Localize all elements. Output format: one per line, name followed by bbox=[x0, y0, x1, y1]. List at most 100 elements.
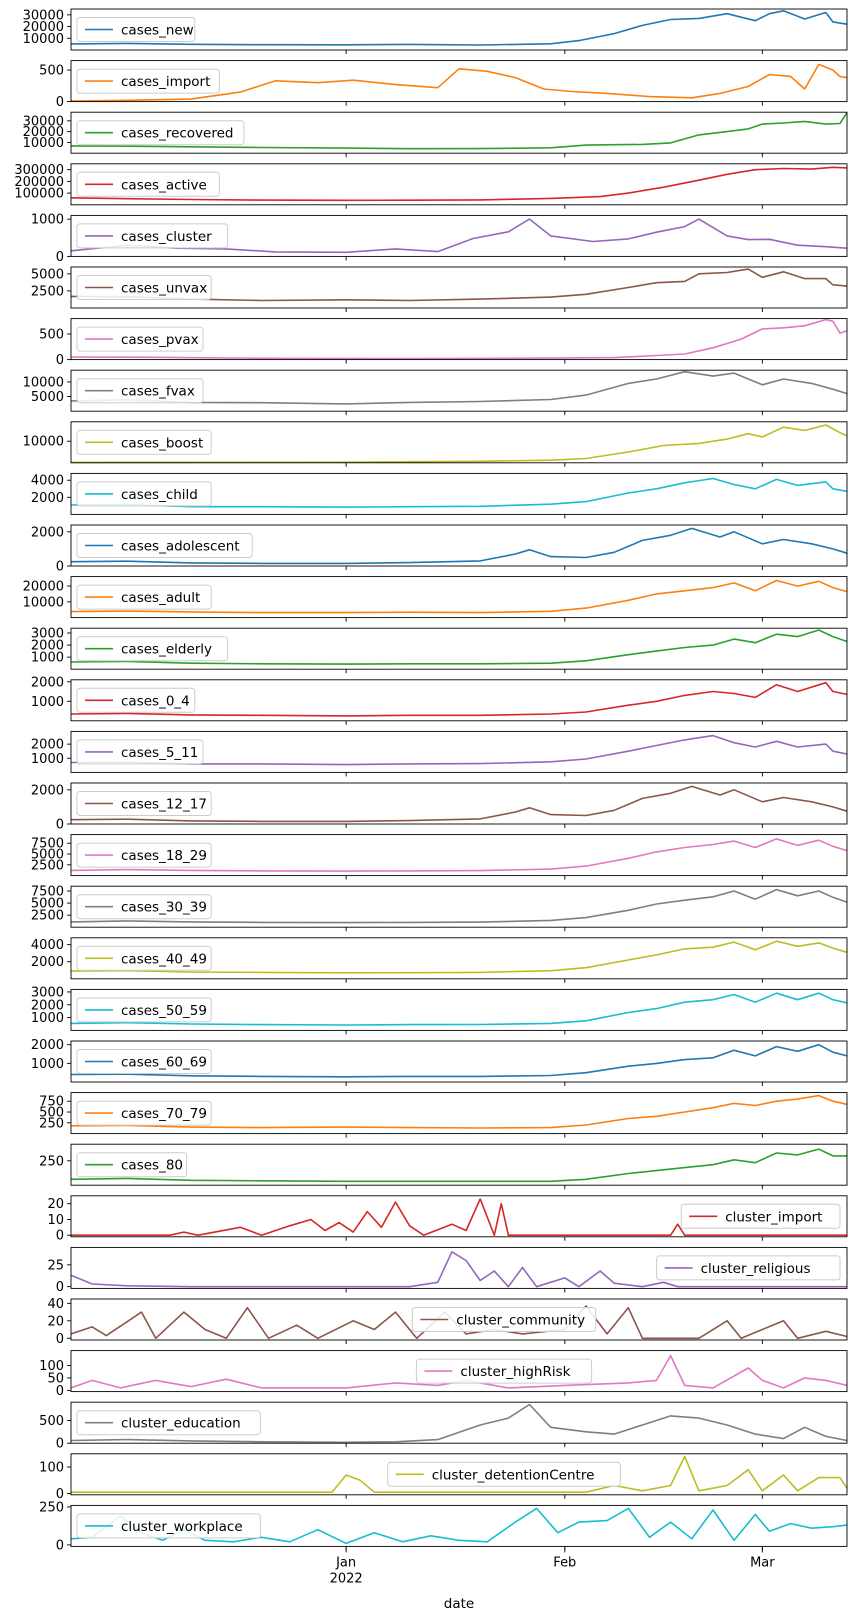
y-tick-label-cases_18_29: 5000 bbox=[31, 848, 64, 863]
series-line-cases_30_39 bbox=[70, 888, 848, 924]
series-line-cases_12_17 bbox=[70, 785, 848, 823]
legend-label-cases_new: cases_new bbox=[121, 23, 194, 39]
y-tick-label-cases_new: 30000 bbox=[23, 8, 64, 23]
series-line-cases_adolescent bbox=[70, 527, 848, 565]
legend-label-cluster_workplace: cluster_workplace bbox=[121, 1519, 243, 1535]
legend-box-cluster_religious bbox=[656, 1255, 841, 1281]
panel-frame-cases_new bbox=[70, 8, 848, 51]
legend-label-cases_70_79: cases_70_79 bbox=[121, 1106, 207, 1122]
series-line-cases_cluster bbox=[70, 218, 848, 254]
legend-box-cases_child bbox=[76, 481, 212, 507]
legend-box-cases_new bbox=[76, 17, 196, 42]
panel-frame-cases_50_59 bbox=[70, 988, 848, 1031]
y-tick-label-cases_import: 0 bbox=[56, 95, 64, 110]
panel-frame-cases_recovered bbox=[70, 111, 848, 154]
series-line-cluster_detentionCentre bbox=[71, 1455, 848, 1493]
panel-frame-cases_80 bbox=[70, 1143, 848, 1186]
series-line-cases_active bbox=[70, 166, 848, 202]
legend-box-cases_boost bbox=[76, 429, 212, 455]
y-tick-label-cases_new: 10000 bbox=[23, 32, 64, 47]
y-tick-label-cases_unvax: 5000 bbox=[31, 267, 64, 282]
series-line-cases_unvax bbox=[70, 268, 848, 302]
y-tick-label-cases_child: 4000 bbox=[31, 474, 64, 489]
panel-frame-cases_18_29 bbox=[70, 834, 848, 877]
legend-label-cluster_detentionCentre: cluster_detentionCentre bbox=[432, 1467, 595, 1483]
y-tick-label-cases_adult: 10000 bbox=[23, 595, 64, 610]
y-tick-label-cluster_import: 0 bbox=[56, 1229, 64, 1244]
y-tick-label-cluster_education: 500 bbox=[39, 1414, 64, 1429]
series-line-cases_fvax bbox=[70, 370, 848, 405]
legend-box-cases_60_69 bbox=[76, 1049, 212, 1074]
x-tick-sublabel: 2022 bbox=[330, 1571, 363, 1586]
y-tick-label-cases_new: 20000 bbox=[23, 20, 64, 35]
panel-frame-cluster_religious bbox=[70, 1246, 848, 1289]
panel-frame-cases_5_11 bbox=[70, 730, 848, 773]
series-line-cases_pvax bbox=[70, 318, 848, 360]
legend-box-cluster_workplace bbox=[76, 1513, 261, 1539]
x-tick-label: Jan bbox=[335, 1555, 356, 1570]
legend-box-cluster_import bbox=[680, 1203, 841, 1229]
y-tick-label-cluster_community: 0 bbox=[56, 1332, 64, 1347]
panel-frame-cases_40_49 bbox=[70, 937, 848, 980]
y-tick-label-cases_pvax: 500 bbox=[39, 327, 64, 342]
panel-frame-cases_unvax bbox=[70, 266, 848, 309]
y-tick-label-cases_elderly: 3000 bbox=[31, 627, 64, 642]
legend-label-cluster_highRisk: cluster_highRisk bbox=[460, 1364, 570, 1380]
y-tick-label-cluster_import: 20 bbox=[47, 1197, 64, 1212]
series-line-cases_adult bbox=[70, 579, 848, 614]
y-tick-label-cases_recovered: 30000 bbox=[23, 114, 64, 129]
legend-box-cases_recovered bbox=[76, 120, 245, 146]
y-tick-label-cases_30_39: 5000 bbox=[31, 897, 64, 912]
y-tick-label-cases_0_4: 1000 bbox=[31, 695, 64, 710]
panel-frame-cases_cluster bbox=[70, 214, 848, 257]
x-axis-label: date bbox=[444, 1596, 474, 1612]
panel-frame-cases_30_39 bbox=[70, 885, 848, 928]
panel-frame-cases_active bbox=[70, 163, 848, 206]
series-line-cases_70_79 bbox=[70, 1094, 848, 1129]
legend-box-cluster_detentionCentre bbox=[387, 1461, 621, 1487]
y-tick-label-cases_elderly: 2000 bbox=[31, 639, 64, 654]
y-tick-label-cases_fvax: 10000 bbox=[23, 375, 64, 390]
panel-frame-cases_adult bbox=[70, 576, 848, 619]
y-tick-label-cases_boost: 10000 bbox=[23, 435, 64, 450]
legend-label-cases_80: cases_80 bbox=[121, 1158, 183, 1174]
legend-box-cases_40_49 bbox=[76, 945, 212, 971]
y-tick-label-cases_40_49: 2000 bbox=[31, 955, 64, 970]
legend-label-cluster_education: cluster_education bbox=[121, 1416, 241, 1432]
panel-frame-cases_pvax bbox=[70, 318, 848, 361]
y-tick-label-cases_active: 200000 bbox=[14, 175, 64, 190]
y-tick-label-cases_5_11: 1000 bbox=[31, 752, 64, 767]
panel-frame-cases_0_4 bbox=[70, 679, 848, 722]
series-line-cases_80 bbox=[70, 1148, 847, 1183]
legend-box-cases_0_4 bbox=[76, 687, 196, 713]
legend-label-cases_18_29: cases_18_29 bbox=[121, 848, 207, 864]
panel-frame-cluster_workplace bbox=[70, 1504, 848, 1547]
legend-label-cases_40_49: cases_40_49 bbox=[121, 951, 207, 967]
legend-box-cases_cluster bbox=[76, 223, 229, 249]
y-tick-label-cases_child: 2000 bbox=[31, 491, 64, 506]
y-tick-label-cases_recovered: 10000 bbox=[23, 136, 64, 151]
legend-box-cluster_education bbox=[76, 1410, 261, 1436]
panel-frame-cases_child bbox=[70, 472, 848, 515]
legend-label-cases_adult: cases_adult bbox=[121, 590, 200, 606]
legend-box-cases_adolescent bbox=[76, 533, 253, 558]
y-tick-label-cluster_workplace: 250 bbox=[39, 1500, 64, 1515]
y-tick-label-cases_70_79: 500 bbox=[39, 1106, 64, 1121]
legend-label-cases_elderly: cases_elderly bbox=[121, 642, 212, 658]
series-line-cases_40_49 bbox=[70, 940, 848, 974]
series-line-cases_recovered bbox=[70, 112, 848, 150]
y-tick-label-cluster_detentionCentre: 100 bbox=[39, 1461, 64, 1476]
legend-box-cases_50_59 bbox=[76, 997, 212, 1023]
y-tick-label-cluster_community: 40 bbox=[47, 1297, 64, 1312]
y-tick-label-cases_12_17: 2000 bbox=[31, 783, 64, 798]
y-tick-label-cases_50_59: 2000 bbox=[31, 998, 64, 1013]
y-tick-label-cluster_highRisk: 0 bbox=[56, 1384, 64, 1399]
series-line-cases_60_69 bbox=[70, 1043, 848, 1078]
y-tick-label-cluster_workplace: 0 bbox=[56, 1538, 64, 1553]
y-tick-label-cases_cluster: 0 bbox=[56, 250, 64, 265]
panel-frame-cases_import bbox=[70, 60, 848, 103]
legend-label-cases_unvax: cases_unvax bbox=[121, 281, 207, 297]
panel-frame-cluster_community bbox=[70, 1298, 848, 1341]
legend-box-cases_fvax bbox=[76, 378, 204, 404]
